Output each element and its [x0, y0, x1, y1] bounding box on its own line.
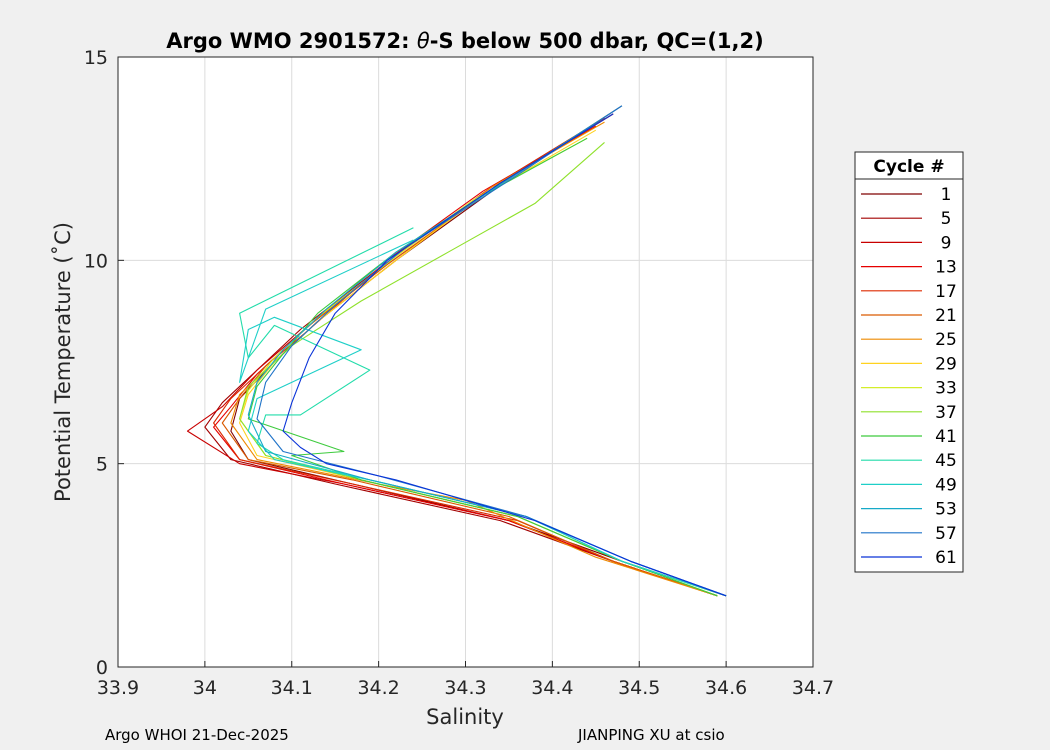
series-line-cycle-21	[221, 113, 718, 597]
y-tick-label: 5	[96, 454, 108, 476]
legend-label-cycle-29: 29	[935, 354, 957, 374]
legend-label-cycle-25: 25	[935, 330, 957, 350]
x-tick-label: 34.6	[705, 677, 747, 699]
legend-label-cycle-17: 17	[935, 282, 957, 302]
legend-label-cycle-13: 13	[935, 258, 957, 278]
x-tick-label: 34.3	[444, 677, 486, 699]
legend-label-cycle-61: 61	[935, 548, 957, 568]
footer-left: Argo WHOI 21-Dec-2025	[105, 726, 289, 744]
x-tick-label: 33.9	[97, 677, 139, 699]
legend-label-cycle-5: 5	[941, 209, 952, 229]
series-line-cycle-61	[282, 113, 727, 597]
chart-title-theta: θ	[417, 29, 430, 53]
legend-label-cycle-53: 53	[935, 500, 957, 520]
x-tick-label: 34.5	[618, 677, 660, 699]
y-tick-label: 0	[96, 657, 108, 679]
y-axis-label: Potential Temperature (˚C)	[51, 222, 75, 502]
series-group	[186, 105, 727, 597]
legend-label-cycle-21: 21	[935, 306, 957, 326]
legend-label-cycle-33: 33	[935, 379, 957, 399]
chart-title-prefix: Argo WMO 2901572:	[166, 29, 417, 53]
x-ticks: 33.9 34 34.1 34.2 34.3 34.4 34.5 34.6 34.7	[97, 661, 834, 699]
legend-label-cycle-41: 41	[935, 427, 957, 447]
y-tick-label: 10	[84, 250, 108, 272]
legend-label-cycle-49: 49	[935, 475, 957, 495]
chart-title: Argo WMO 2901572: θ-S below 500 dbar, QC…	[166, 29, 763, 53]
x-tick-label: 34.1	[271, 677, 313, 699]
legend-label-cycle-37: 37	[935, 403, 957, 423]
x-tick-label: 34.4	[531, 677, 573, 699]
footer-right: JIANPING XU at csio	[577, 726, 725, 744]
y-tick-label: 15	[84, 47, 108, 69]
chart-title-suffix: -S below 500 dbar, QC=(1,2)	[430, 29, 764, 53]
x-tick-label: 34.2	[357, 677, 399, 699]
x-tick-label: 34	[193, 677, 217, 699]
y-ticks: 0 5 10 15	[84, 47, 124, 679]
legend: Cycle # 1 5 9 13 17 21 25 29 33 37 41 45 49 53 57 61	[854, 151, 964, 573]
legend-label-cycle-9: 9	[941, 233, 952, 253]
legend-label-cycle-1: 1	[941, 185, 952, 205]
grid	[118, 57, 813, 667]
legend-label-cycle-45: 45	[935, 451, 957, 471]
legend-box	[854, 151, 964, 573]
legend-entries: 1 5 9 13 17 21 25 29 33 37 41 45 49 53 57 61	[861, 185, 957, 568]
legend-label-cycle-57: 57	[935, 524, 957, 544]
x-axis-label: Salinity	[426, 705, 504, 729]
legend-title: Cycle #	[873, 157, 944, 177]
x-tick-label: 34.7	[792, 677, 834, 699]
